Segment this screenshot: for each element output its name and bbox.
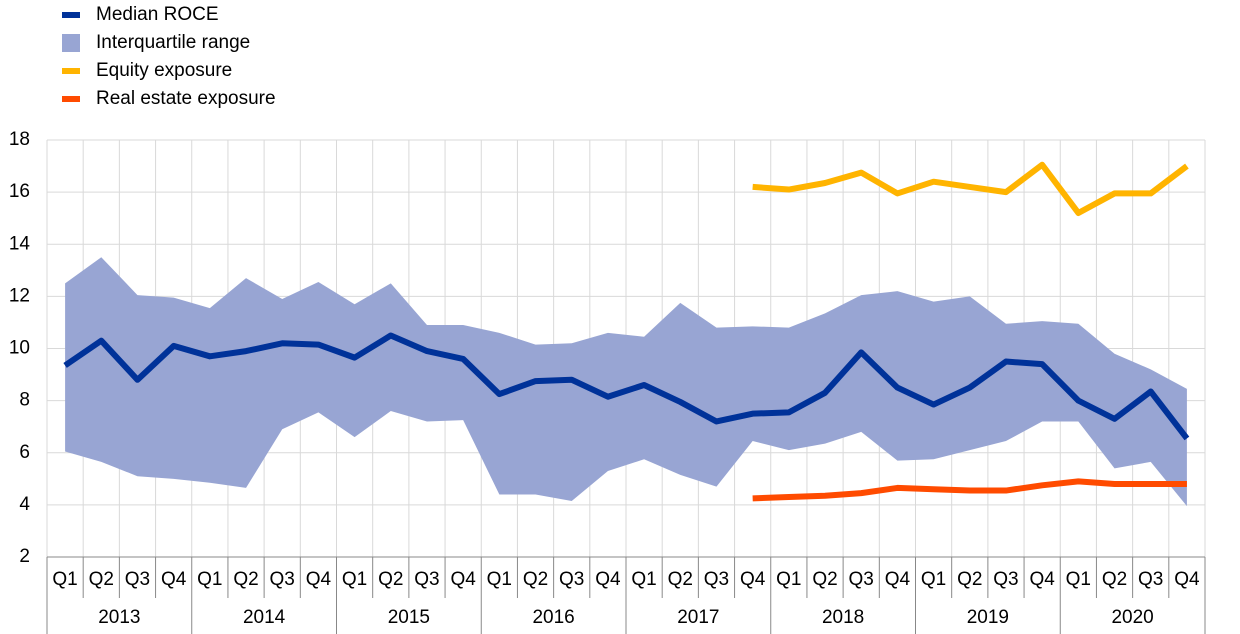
- line: [63, 332, 1190, 441]
- y-tick-label: 12: [9, 285, 30, 306]
- line: [752, 478, 1187, 502]
- x-tick-label: Q1: [921, 569, 946, 590]
- x-tick-label: Q3: [849, 569, 874, 590]
- x-tick-label: Q4: [1174, 569, 1200, 590]
- x-tick-label: Q1: [487, 569, 512, 590]
- x-tick-label: Q1: [342, 569, 367, 590]
- x-tick-label: Q2: [957, 569, 982, 590]
- x-tick-label: Q1: [197, 569, 222, 590]
- year-label: 2020: [1111, 607, 1153, 628]
- x-tick-label: Q1: [776, 569, 801, 590]
- x-tick-label: Q1: [1066, 569, 1091, 590]
- year-label: 2019: [967, 607, 1009, 628]
- y-tick-label: 14: [9, 233, 31, 254]
- y-tick-label: 10: [9, 338, 30, 359]
- y-tick-label: 6: [19, 442, 30, 463]
- x-tick-label: Q1: [631, 569, 656, 590]
- year-label: 2013: [98, 607, 140, 628]
- x-tick-label: Q4: [595, 569, 621, 590]
- legend-swatch: [62, 34, 80, 52]
- legend-swatch: [62, 12, 80, 18]
- x-tick-label: Q4: [740, 569, 766, 590]
- y-tick-label: 8: [19, 390, 30, 411]
- y-tick-label: 4: [19, 494, 30, 515]
- interquartile-band: [65, 257, 1187, 507]
- x-tick-label: Q3: [559, 569, 584, 590]
- x-tick-label: Q2: [523, 569, 548, 590]
- legend-label: Real estate exposure: [96, 88, 276, 109]
- x-tick-label: Q4: [450, 569, 476, 590]
- x-tick-label: Q3: [125, 569, 150, 590]
- x-tick-label: Q2: [89, 569, 114, 590]
- legend-swatch: [62, 68, 80, 74]
- year-label: 2017: [677, 607, 719, 628]
- x-tick-label: Q2: [233, 569, 258, 590]
- x-tick-label: Q4: [161, 569, 187, 590]
- legend-label: Equity exposure: [96, 60, 232, 81]
- x-tick-label: Q3: [1138, 569, 1163, 590]
- x-tick-label: Q3: [704, 569, 729, 590]
- legend-label: Median ROCE: [96, 4, 219, 25]
- year-label: 2014: [243, 607, 286, 628]
- x-tick-label: Q1: [52, 569, 77, 590]
- x-tick-label: Q2: [668, 569, 693, 590]
- x-tick-label: Q2: [812, 569, 837, 590]
- year-label: 2015: [388, 607, 430, 628]
- legend-label: Interquartile range: [96, 32, 250, 53]
- legend-swatch: [62, 96, 80, 102]
- line: [752, 161, 1189, 216]
- x-tick-label: Q4: [885, 569, 911, 590]
- x-tick-label: Q3: [414, 569, 439, 590]
- x-tick-label: Q3: [993, 569, 1018, 590]
- y-tick-label: 18: [9, 129, 30, 150]
- x-tick-label: Q4: [1029, 569, 1055, 590]
- x-tick-label: Q4: [306, 569, 332, 590]
- x-tick-label: Q2: [1102, 569, 1127, 590]
- x-tick-label: Q2: [378, 569, 403, 590]
- y-tick-label: 16: [9, 181, 30, 202]
- x-tick-label: Q3: [270, 569, 295, 590]
- year-label: 2016: [532, 607, 574, 628]
- year-label: 2018: [822, 607, 864, 628]
- y-tick-label: 2: [19, 546, 30, 567]
